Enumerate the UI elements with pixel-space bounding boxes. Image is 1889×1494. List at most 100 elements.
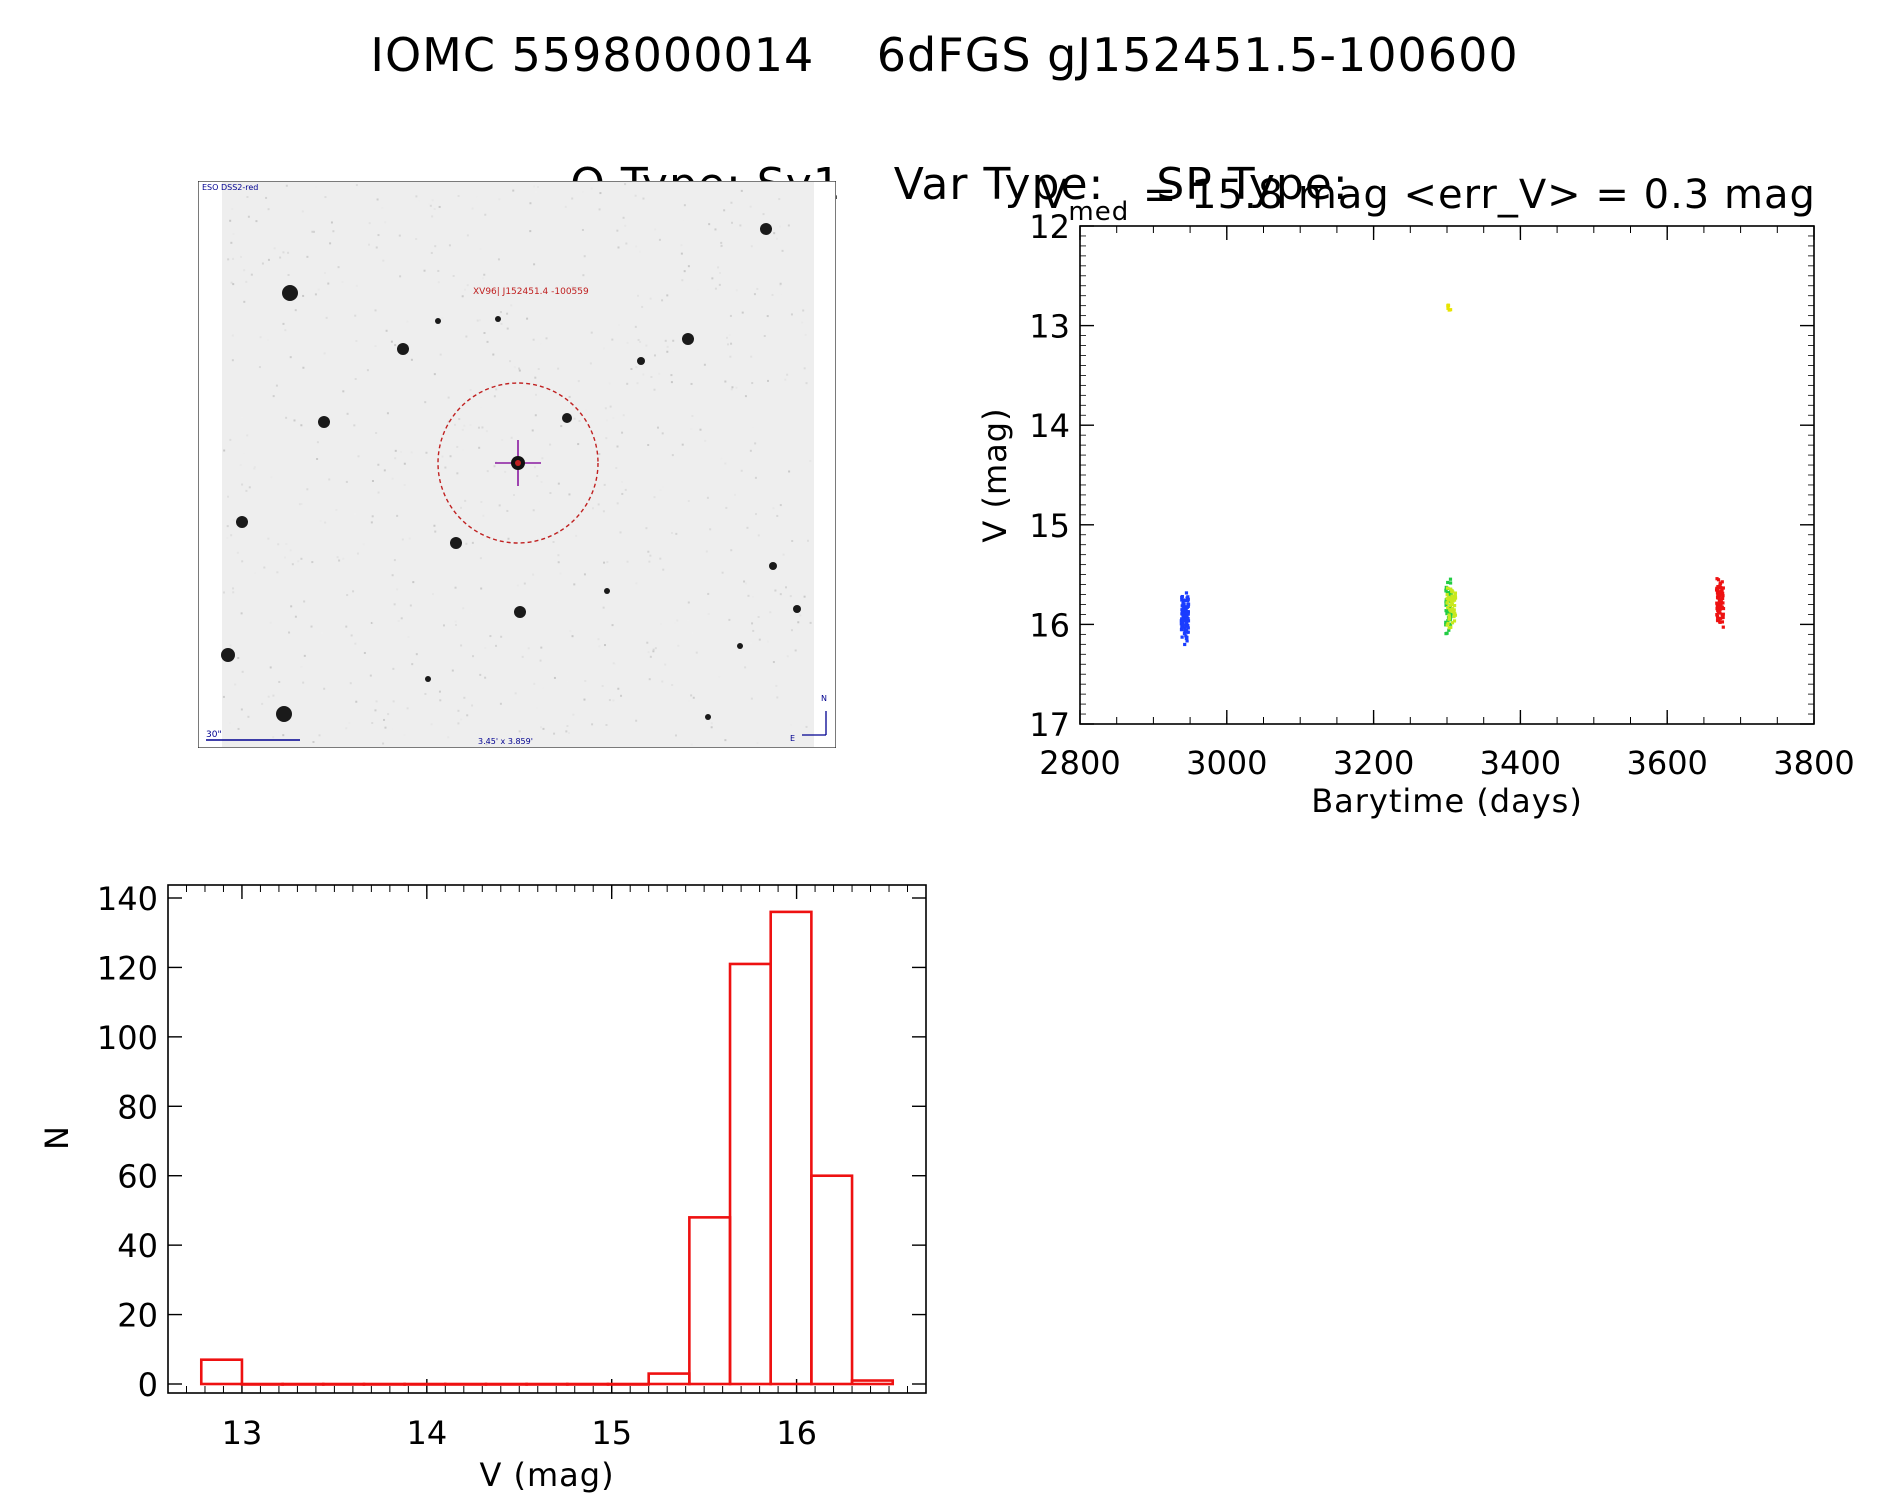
noise-speck [455,623,458,626]
noise-speck [226,537,229,540]
data-point [1445,631,1449,635]
noise-speck [744,395,747,398]
noise-speck [536,186,539,189]
noise-speck [291,563,294,566]
noise-speck [591,507,594,510]
noise-speck [510,436,513,439]
noise-speck [591,723,594,726]
data-point [1446,598,1451,602]
noise-speck [241,560,244,563]
noise-speck [510,304,513,307]
noise-speck [762,213,765,216]
noise-speck [469,388,472,391]
data-point [1448,581,1453,585]
data-point [1718,620,1722,624]
noise-speck [247,215,250,218]
noise-speck [354,513,357,516]
noise-speck [349,682,352,685]
noise-speck [718,283,721,286]
data-point [1448,603,1452,608]
data-point [1452,619,1457,623]
noise-speck [306,255,309,258]
noise-speck [571,197,574,200]
noise-speck [615,466,618,469]
noise-speck [780,293,783,296]
noise-speck [259,336,262,339]
noise-speck [342,390,345,393]
noise-speck [345,480,348,483]
noise-speck [492,353,495,356]
noise-speck [460,718,463,721]
histogram-xlabel: V (mag) [479,1456,614,1494]
noise-speck [243,300,246,303]
noise-speck [277,543,280,546]
noise-speck [231,334,234,337]
noise-speck [602,347,605,350]
noise-speck [787,224,790,227]
data-point [1718,598,1722,602]
noise-speck [671,684,674,687]
data-point [1183,607,1187,612]
noise-speck [294,309,297,312]
noise-speck [585,267,588,270]
noise-speck [424,401,427,404]
data-point [1719,589,1724,593]
noise-speck [384,221,387,224]
noise-speck [484,676,487,679]
noise-speck [386,412,389,415]
data-point [1718,581,1722,585]
compass-north: N [821,694,827,703]
data-point [1721,586,1725,590]
noise-speck [355,284,358,287]
noise-speck [556,600,559,603]
data-point [1450,609,1454,613]
data-point [1185,617,1189,621]
noise-speck [300,424,303,427]
noise-speck [371,515,374,518]
data-point [1715,613,1719,617]
noise-speck [589,362,592,365]
noise-speck [775,237,778,240]
noise-speck [362,543,365,546]
noise-speck [591,221,594,224]
noise-speck [394,449,397,452]
noise-speck [568,731,571,734]
noise-speck [584,408,587,411]
noise-speck [671,454,674,457]
data-point [1448,592,1452,596]
noise-speck [278,680,281,683]
noise-speck [630,368,633,371]
noise-speck [661,299,664,302]
noise-speck [374,345,377,348]
noise-speck [370,521,373,524]
noise-speck [303,600,306,603]
noise-speck [611,338,614,341]
noise-speck [452,274,455,277]
noise-speck [527,647,530,650]
noise-speck [564,205,567,208]
noise-speck [354,642,357,645]
noise-speck [312,741,315,744]
noise-speck [604,559,607,562]
noise-speck [526,317,529,320]
noise-speck [246,434,249,437]
noise-speck [355,184,358,187]
noise-speck [557,367,560,370]
noise-speck [620,694,623,697]
noise-speck [725,336,728,339]
noise-speck [688,700,691,703]
noise-speck [577,380,580,383]
noise-speck [398,234,401,237]
noise-speck [773,232,776,235]
noise-speck [746,526,749,529]
noise-speck [661,680,664,683]
noise-speck [441,455,444,458]
data-point [1446,621,1450,626]
y-tick-label: 40 [117,1227,158,1265]
noise-speck [605,437,608,440]
noise-speck [634,325,637,328]
noise-speck [456,445,459,448]
noise-speck [606,561,609,564]
noise-speck [536,475,539,478]
noise-speck [323,687,326,690]
